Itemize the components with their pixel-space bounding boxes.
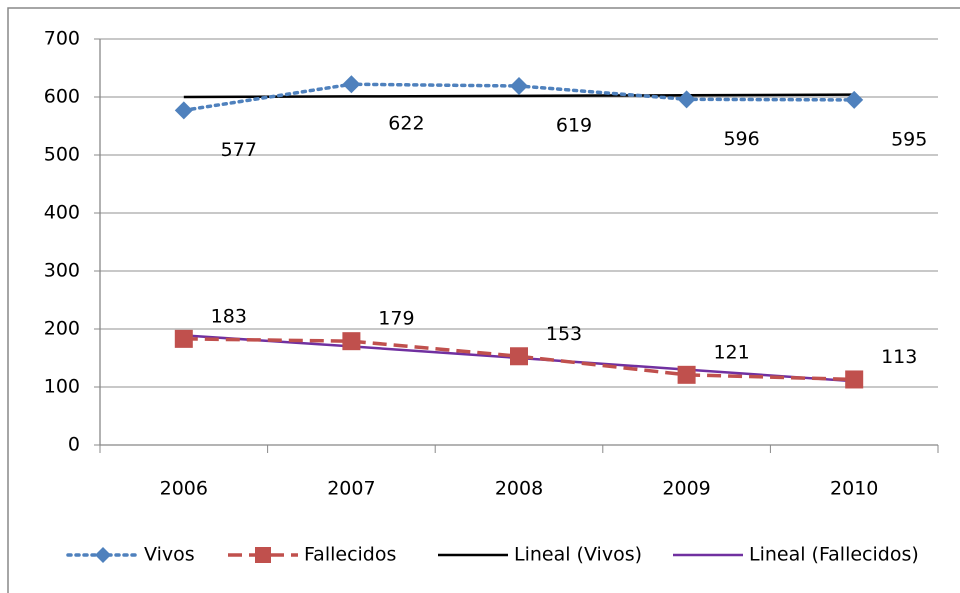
data-label: 595 [891, 128, 927, 150]
x-tick-label: 2010 [830, 478, 878, 500]
y-tick-label: 300 [44, 260, 80, 282]
data-point [677, 365, 696, 384]
legend-label: Lineal (Vivos) [514, 544, 642, 566]
data-point [342, 75, 361, 94]
data-label: 121 [713, 341, 749, 363]
data-point [845, 90, 864, 109]
series-line [183, 93, 855, 99]
data-point [174, 101, 193, 120]
y-tick-label: 700 [44, 28, 80, 50]
y-tick-label: 0 [68, 434, 80, 456]
x-tick-label: 2008 [495, 478, 543, 500]
x-tick-label: 2007 [327, 478, 375, 500]
legend-marker [255, 547, 271, 563]
y-tick-label: 100 [44, 376, 80, 398]
data-label: 622 [388, 113, 424, 135]
y-tick-label: 500 [44, 144, 80, 166]
y-tick-label: 600 [44, 86, 80, 108]
y-tick-label: 200 [44, 318, 80, 340]
data-point [342, 332, 361, 351]
data-point [510, 76, 528, 95]
data-label: 179 [378, 308, 414, 330]
x-tick-label: 2009 [662, 478, 710, 500]
x-tick-label: 2006 [160, 478, 208, 500]
data-label: 596 [723, 128, 759, 150]
legend-label: Fallecidos [304, 544, 396, 566]
data-point [677, 90, 696, 109]
data-point [845, 370, 864, 389]
data-label: 153 [546, 323, 582, 345]
data-point [510, 347, 528, 366]
chart-border [7, 7, 960, 593]
data-label: 113 [881, 346, 917, 368]
data-point [174, 329, 193, 348]
data-label: 619 [556, 114, 592, 136]
legend-label: Vivos [144, 544, 195, 566]
legend-marker [95, 547, 111, 563]
data-label: 183 [211, 305, 247, 327]
y-tick-label: 400 [44, 202, 80, 224]
series-line [183, 337, 855, 382]
legend-label: Lineal (Fallecidos) [749, 544, 919, 566]
data-label: 577 [221, 139, 257, 161]
